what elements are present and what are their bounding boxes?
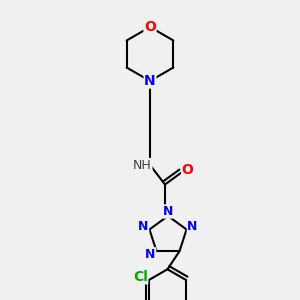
Text: N: N (188, 220, 198, 233)
Text: N: N (146, 248, 156, 261)
Text: Cl: Cl (133, 270, 148, 284)
Text: N: N (163, 205, 173, 218)
Text: NH: NH (133, 158, 152, 172)
Text: N: N (138, 220, 148, 233)
Text: O: O (182, 163, 194, 176)
Text: O: O (144, 20, 156, 34)
Text: N: N (144, 74, 156, 88)
